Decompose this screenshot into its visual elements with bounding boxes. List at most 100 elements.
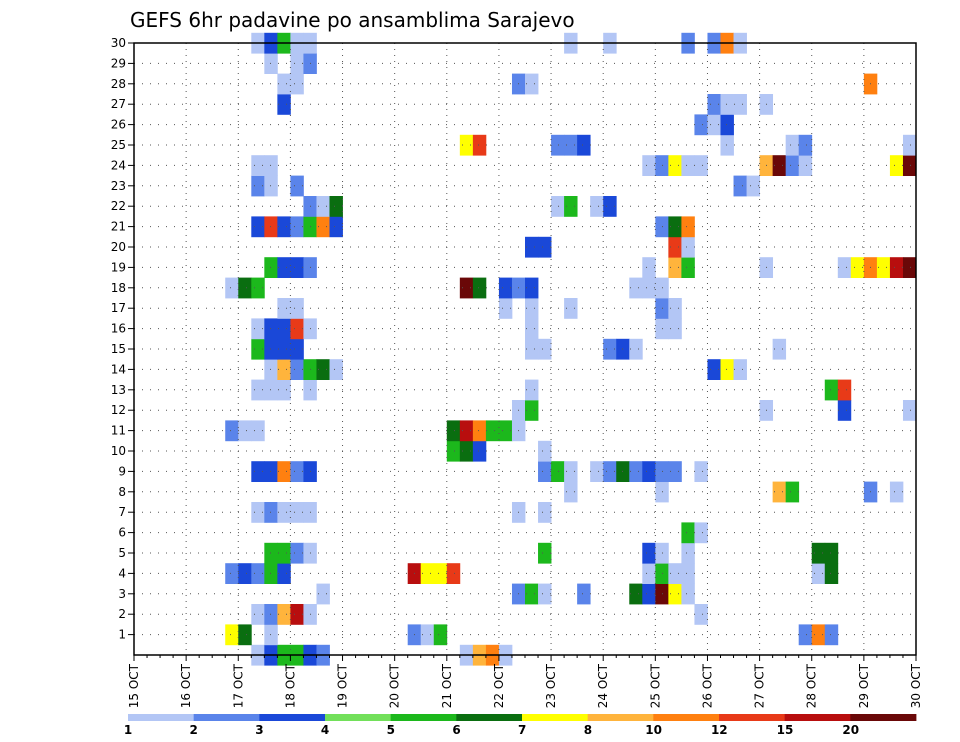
legend-swatch <box>587 714 654 721</box>
x-axis: 15 OCT 16 OCT 17 OCT 18 OCT 19 OCT 20 OCT 21 O… <box>127 655 923 708</box>
y-tick-label: 5 <box>118 546 126 560</box>
heatmap-cell <box>251 216 265 238</box>
heatmap-cell <box>538 502 552 523</box>
heatmap-cell <box>277 502 291 523</box>
heatmap-cell <box>251 175 265 197</box>
heatmap-cell <box>525 338 539 360</box>
heatmap-cell <box>420 563 435 584</box>
heatmap-cell <box>225 563 239 584</box>
y-axis: 1234567891011121314151617181920212223242… <box>111 36 134 642</box>
heatmap-cell <box>264 318 278 340</box>
legend-swatch <box>128 714 195 721</box>
heatmap-cell <box>290 604 304 625</box>
heatmap-cell <box>876 257 891 278</box>
heatmap-cell <box>733 359 747 380</box>
heatmap-cell <box>629 338 643 360</box>
heatmap-cell <box>225 420 239 442</box>
heatmap-cell <box>525 298 539 319</box>
heatmap-cell <box>238 420 252 442</box>
heatmap-cell <box>459 134 474 156</box>
x-tick-label: 17 OCT <box>231 663 245 708</box>
heatmap-cell <box>277 604 291 625</box>
heatmap-cell <box>902 400 917 421</box>
heatmap-cell <box>902 257 917 278</box>
heatmap-cell <box>433 563 448 584</box>
heatmap-cell <box>889 257 904 278</box>
heatmap-cell <box>251 338 265 360</box>
x-tick-label: 21 OCT <box>440 663 454 708</box>
heatmap-cell <box>538 236 552 258</box>
heatmap-cell <box>498 420 513 442</box>
heatmap-cell <box>251 461 265 482</box>
heatmap-cell <box>264 542 278 564</box>
heatmap-cell <box>525 583 539 605</box>
heatmap-cell <box>459 440 474 462</box>
heatmap-cell <box>824 379 839 401</box>
heatmap-cell <box>446 563 461 584</box>
heatmap-cell <box>277 94 291 115</box>
heatmap-cell <box>798 134 813 156</box>
heatmap-cell <box>251 563 265 584</box>
heatmap-cell <box>251 502 265 523</box>
x-tick-label: 19 OCT <box>336 663 350 708</box>
y-tick-label: 4 <box>118 566 126 580</box>
heatmap-cell <box>264 338 278 360</box>
x-tick-label: 28 OCT <box>805 663 819 708</box>
heatmap-cell <box>798 155 813 176</box>
y-tick-label: 24 <box>111 158 126 172</box>
heatmap-cell <box>277 359 291 380</box>
heatmap-cell <box>707 94 721 115</box>
heatmap-cell <box>446 420 461 442</box>
heatmap-cell <box>577 583 591 605</box>
heatmap-cell <box>681 216 695 238</box>
heatmap-cell <box>603 338 617 360</box>
heatmap-cell <box>251 277 265 299</box>
heatmap-cell <box>590 196 604 217</box>
heatmap-cell <box>251 318 265 340</box>
heatmap-cell <box>264 359 278 380</box>
legend-label: 4 <box>321 723 329 737</box>
heatmap-cell <box>264 461 278 482</box>
x-tick-label: 22 OCT <box>492 663 506 708</box>
heatmap-cell <box>681 236 695 258</box>
heatmap-cell <box>264 257 278 278</box>
y-tick-label: 26 <box>111 118 126 132</box>
heatmap-cell <box>746 175 760 197</box>
y-tick-label: 3 <box>118 587 126 601</box>
x-tick-label: 16 OCT <box>179 663 193 708</box>
heatmap-cells <box>225 32 917 666</box>
y-tick-label: 12 <box>111 403 126 417</box>
heatmap-cell <box>264 604 278 625</box>
heatmap-cell <box>290 359 304 380</box>
heatmap-cell <box>316 196 330 217</box>
heatmap-cell <box>707 359 721 380</box>
heatmap-cell <box>551 134 565 156</box>
heatmap-cell <box>446 440 461 462</box>
heatmap-cell <box>264 175 278 197</box>
heatmap-cell <box>277 73 291 95</box>
legend-swatch <box>653 714 720 721</box>
heatmap-cell <box>564 196 578 217</box>
heatmap-cell <box>459 277 474 299</box>
heatmap-cell <box>772 338 787 360</box>
heatmap-cell <box>811 563 826 584</box>
y-tick-label: 13 <box>111 383 126 397</box>
x-tick-label: 25 OCT <box>648 663 662 708</box>
heatmap-cell <box>277 563 291 584</box>
legend-label: 2 <box>190 723 198 737</box>
heatmap-cell <box>472 440 487 462</box>
heatmap-cell <box>902 155 917 176</box>
heatmap-cell <box>290 318 304 340</box>
heatmap-cell <box>551 196 565 217</box>
x-tick-label: 24 OCT <box>596 663 610 708</box>
dotted-grid <box>134 42 916 655</box>
heatmap-cell <box>264 53 278 74</box>
heatmap-cell <box>551 461 565 482</box>
heatmap-cell <box>590 461 604 482</box>
heatmap-cell <box>525 277 539 299</box>
legend-swatch <box>390 714 457 721</box>
heatmap-cell <box>642 155 656 176</box>
y-tick-label: 28 <box>111 77 126 91</box>
legend-swatch <box>850 714 917 721</box>
